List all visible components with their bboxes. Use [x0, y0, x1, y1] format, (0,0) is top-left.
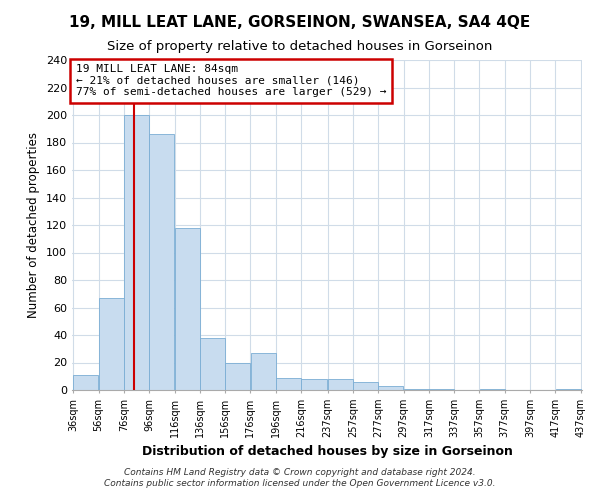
Bar — [251, 353, 275, 390]
Bar — [556, 388, 581, 390]
Bar — [301, 379, 328, 390]
Bar — [379, 386, 403, 390]
Bar — [479, 388, 505, 390]
Text: Size of property relative to detached houses in Gorseinon: Size of property relative to detached ho… — [107, 40, 493, 53]
Bar — [328, 379, 353, 390]
Bar — [73, 375, 98, 390]
Bar — [175, 228, 200, 390]
Text: 19 MILL LEAT LANE: 84sqm
← 21% of detached houses are smaller (146)
77% of semi-: 19 MILL LEAT LANE: 84sqm ← 21% of detach… — [76, 64, 386, 98]
X-axis label: Distribution of detached houses by size in Gorseinon: Distribution of detached houses by size … — [142, 446, 512, 458]
Bar — [149, 134, 175, 390]
Bar — [124, 115, 149, 390]
Text: 19, MILL LEAT LANE, GORSEINON, SWANSEA, SA4 4QE: 19, MILL LEAT LANE, GORSEINON, SWANSEA, … — [70, 15, 530, 30]
Bar — [200, 338, 225, 390]
Bar — [99, 298, 124, 390]
Bar — [429, 388, 454, 390]
Text: Contains HM Land Registry data © Crown copyright and database right 2024.
Contai: Contains HM Land Registry data © Crown c… — [104, 468, 496, 487]
Bar — [404, 388, 428, 390]
Bar — [226, 362, 250, 390]
Bar — [276, 378, 301, 390]
Bar — [353, 382, 378, 390]
Y-axis label: Number of detached properties: Number of detached properties — [28, 132, 40, 318]
